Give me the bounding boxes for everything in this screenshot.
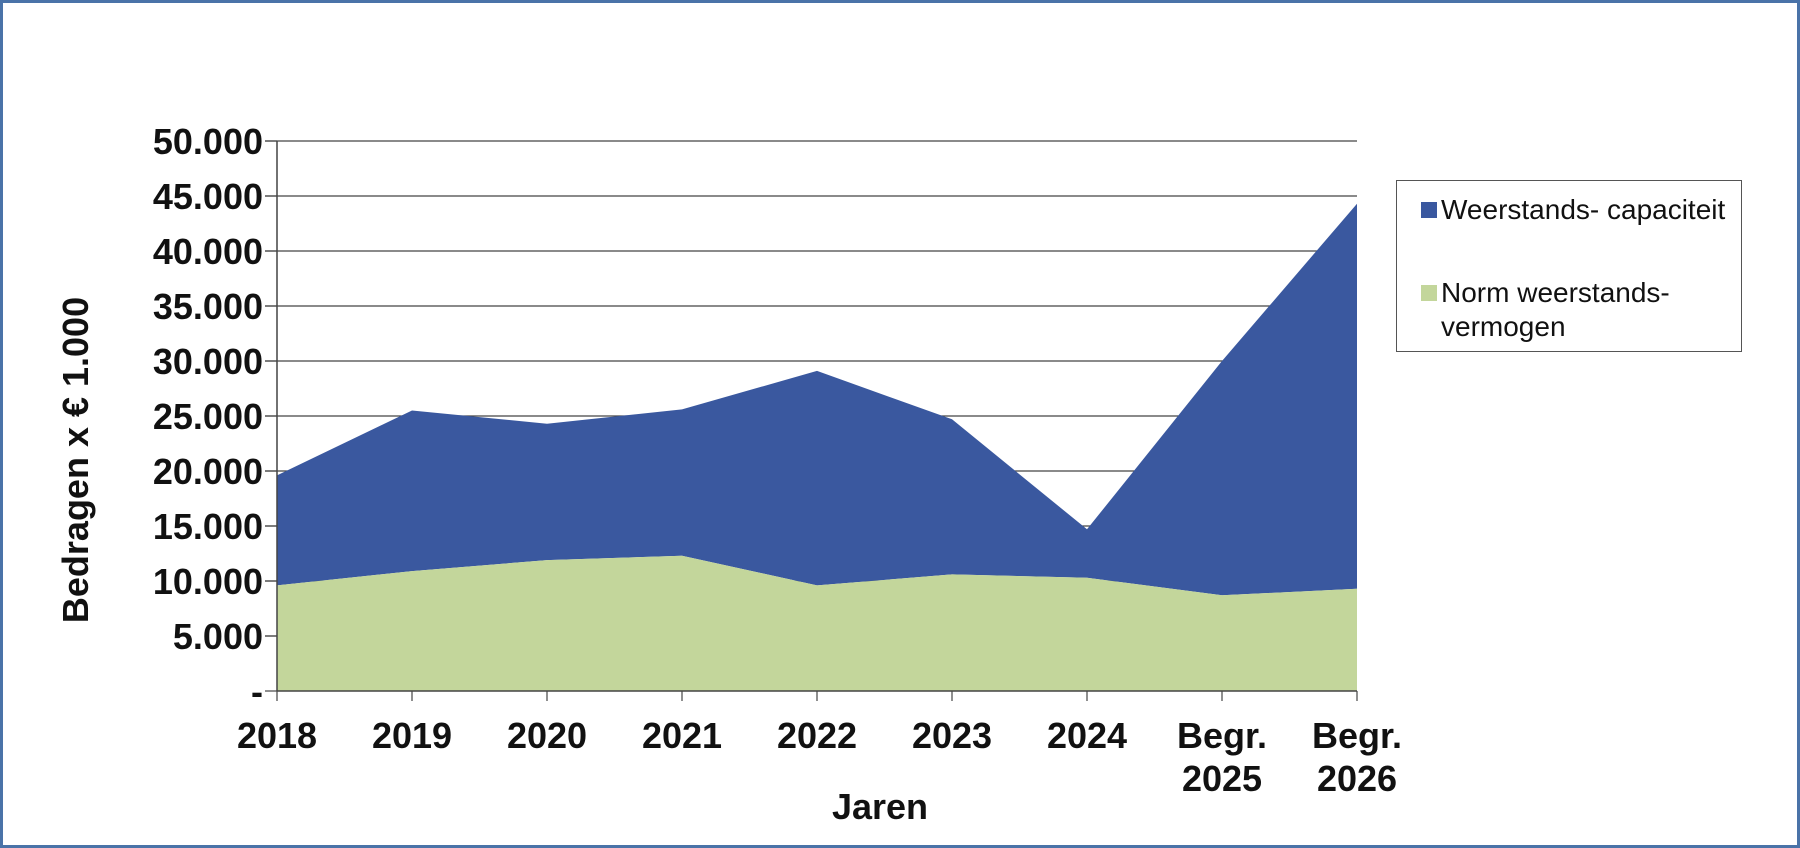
y-tick-label: 25.000 — [153, 396, 263, 437]
y-tick-label: 10.000 — [153, 561, 263, 602]
y-tick-label: 45.000 — [153, 176, 263, 217]
areas — [277, 203, 1357, 691]
y-tick-label: 15.000 — [153, 506, 263, 547]
legend-item-capaciteit: Weerstands- capaciteit — [1421, 193, 1741, 227]
y-tick-label: 30.000 — [153, 341, 263, 382]
y-tick-label: 40.000 — [153, 231, 263, 272]
x-axis-title: Jaren — [832, 786, 928, 827]
x-tick-label: Begr. 2025 — [1177, 715, 1267, 799]
y-tick-labels: - 5.000 10.000 15.000 20.000 25.000 30.000 35.0… — [153, 121, 263, 712]
legend-label-norm-line1: Norm weerstands- — [1441, 277, 1670, 308]
y-tick-label: 50.000 — [153, 121, 263, 162]
x-tick-label: 2022 — [777, 715, 857, 756]
y-axis-title: Bedragen x € 1.000 — [55, 297, 96, 623]
x-tick-label: 2018 — [237, 715, 317, 756]
area-weerstands-capaciteit — [277, 203, 1357, 596]
x-tick-label: 2020 — [507, 715, 587, 756]
x-tick-label: Begr. 2026 — [1312, 715, 1402, 799]
y-tick-label: 20.000 — [153, 451, 263, 492]
x-tick-label: 2024 — [1047, 715, 1127, 756]
legend-item-norm: Norm weerstands-vermogen — [1421, 276, 1741, 344]
y-tick-label: - — [251, 671, 263, 712]
legend-swatch-norm — [1421, 285, 1437, 301]
legend-label-norm: Norm weerstands-vermogen — [1441, 276, 1741, 344]
legend-swatch-capaciteit — [1421, 202, 1437, 218]
legend: Weerstands- capaciteit Norm weerstands-v… — [1396, 180, 1742, 352]
y-tick-label: 35.000 — [153, 286, 263, 327]
x-tick-labels: 2018 2019 2020 2021 2022 2023 2024 Begr. 2025 Beg… — [237, 715, 1402, 799]
legend-label-capaciteit: Weerstands- capaciteit — [1441, 194, 1726, 225]
axes — [265, 140, 1358, 701]
x-tick-label: 2019 — [372, 715, 452, 756]
x-tick-label: 2023 — [912, 715, 992, 756]
legend-label-norm-line2: vermogen — [1441, 311, 1566, 342]
y-tick-label: 5.000 — [173, 616, 263, 657]
area-norm-weerstandsvermogen — [277, 555, 1357, 691]
x-tick-label: 2021 — [642, 715, 722, 756]
